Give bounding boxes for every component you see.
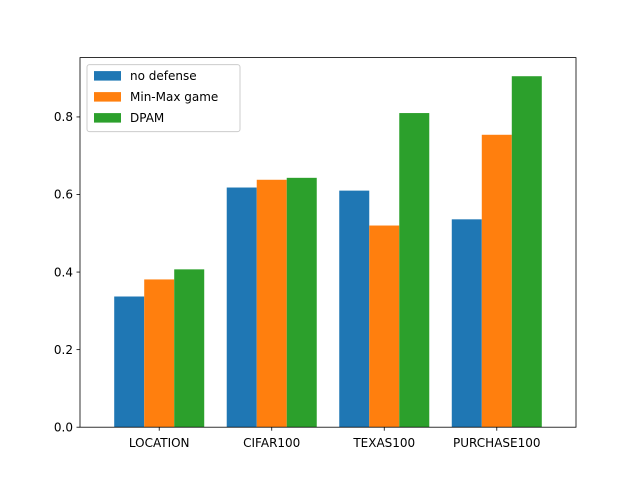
legend-label: no defense [130, 69, 197, 83]
bar-min-max-game-cifar100 [256, 179, 287, 428]
x-tick-label: LOCATION [129, 436, 190, 450]
legend-swatch [94, 71, 121, 81]
bar-dpam-cifar100 [286, 177, 317, 428]
bar-no-defense-texas100 [339, 190, 370, 428]
legend-box [86, 64, 241, 133]
y-tick-label: 0.2 [54, 343, 73, 357]
bar-no-defense-purchase100 [451, 219, 482, 428]
bars-group [114, 76, 542, 428]
bar-dpam-texas100 [399, 113, 430, 428]
x-axis-ticks: LOCATION CIFAR100 TEXAS100 PURCHASE100 [129, 427, 541, 450]
bar-min-max-game-location [144, 279, 175, 428]
y-tick-label: 0.8 [54, 110, 73, 124]
y-tick-label: 0.0 [54, 420, 73, 434]
bar-min-max-game-texas100 [369, 225, 400, 428]
bar-no-defense-location [114, 296, 145, 428]
y-tick-label: 0.4 [54, 265, 73, 279]
y-tick-label: 0.6 [54, 188, 73, 202]
legend: no defense Min-Max game DPAM [86, 64, 241, 133]
plot-frame [79, 57, 577, 428]
bar-dpam-purchase100 [511, 76, 542, 428]
bar-min-max-game-purchase100 [481, 134, 512, 428]
x-tick-label: CIFAR100 [243, 436, 300, 450]
legend-label: Min-Max game [130, 90, 218, 104]
y-axis-ticks: 0.0 0.2 0.4 0.6 0.8 [54, 110, 80, 434]
legend-label: DPAM [130, 111, 164, 125]
legend-swatch [94, 113, 121, 123]
bar-dpam-location [174, 269, 205, 428]
x-tick-label: PURCHASE100 [453, 436, 540, 450]
bar-no-defense-cifar100 [226, 187, 257, 428]
x-tick-label: TEXAS100 [352, 436, 415, 450]
legend-swatch [94, 92, 121, 102]
